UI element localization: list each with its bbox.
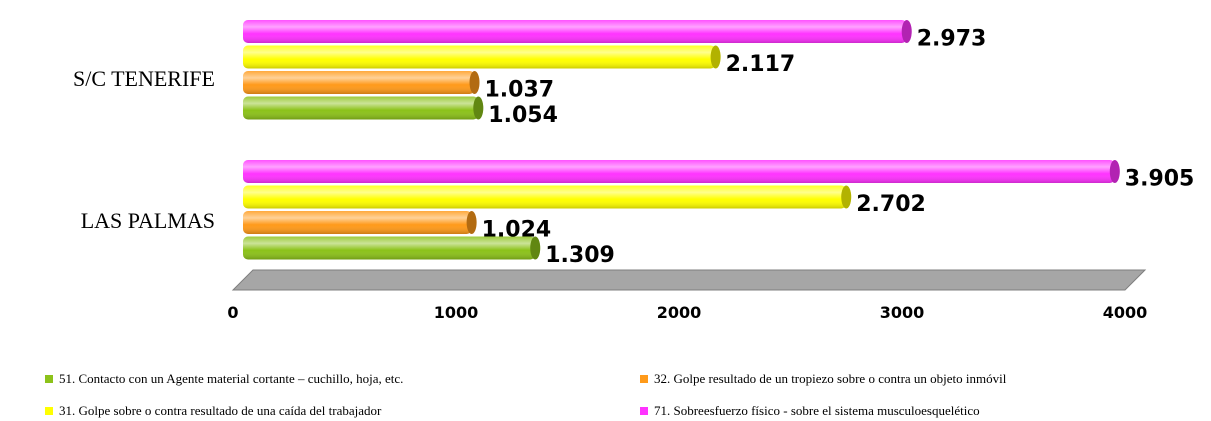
category-label: LAS PALMAS (81, 208, 215, 233)
value-label: 1.037 (485, 78, 555, 103)
bar-end (530, 236, 541, 260)
legend-swatch (640, 375, 648, 383)
bar-shine (243, 96, 479, 120)
bar-end-shade (469, 71, 480, 94)
bar-end (841, 185, 852, 209)
bar-end (473, 96, 484, 120)
legend-label: 51. Contacto con un Agente material cort… (59, 371, 403, 386)
bar-shine (243, 211, 472, 234)
bar-end-shade (901, 20, 912, 43)
value-label: 3.905 (1125, 167, 1195, 192)
legend-swatch (640, 407, 648, 415)
bar-shine (243, 45, 716, 69)
bar-end (466, 211, 477, 234)
legend-label: 31. Golpe sobre o contra resultado de un… (59, 403, 382, 418)
bar-end-shade (466, 211, 477, 234)
bar-end-shade (710, 45, 721, 69)
legend-swatch (45, 407, 53, 415)
bar-shine (243, 185, 847, 209)
x-tick-label: 4000 (1103, 303, 1148, 322)
bar-end-shade (473, 96, 484, 120)
bar-end (710, 45, 721, 69)
value-label: 2.702 (856, 192, 926, 217)
bar-end-shade (530, 236, 541, 260)
x-tick-label: 0 (227, 303, 238, 322)
legend-label: 32. Golpe resultado de un tropiezo sobre… (654, 371, 1007, 386)
floor (231, 269, 1147, 291)
bar-end (901, 20, 912, 43)
bar-end (1109, 160, 1120, 183)
bar-end-shade (1109, 160, 1120, 183)
x-tick-label: 1000 (434, 303, 479, 322)
bar-shine (243, 160, 1115, 183)
value-label: 1.054 (488, 103, 558, 128)
legend-swatch (45, 375, 53, 383)
bar-shine (243, 20, 907, 43)
value-label: 2.973 (917, 27, 987, 52)
bar-end-shade (841, 185, 852, 209)
value-label: 1.024 (482, 218, 552, 243)
bar-shine (243, 71, 475, 94)
x-tick-label: 2000 (657, 303, 702, 322)
category-label: S/C TENERIFE (73, 66, 215, 91)
bar-shine (243, 236, 536, 260)
x-tick-label: 3000 (880, 303, 925, 322)
legend-label: 71. Sobreesfuerzo físico - sobre el sist… (654, 403, 980, 418)
value-label: 1.309 (545, 243, 615, 268)
bar-end (469, 71, 480, 94)
value-label: 2.117 (726, 52, 796, 77)
